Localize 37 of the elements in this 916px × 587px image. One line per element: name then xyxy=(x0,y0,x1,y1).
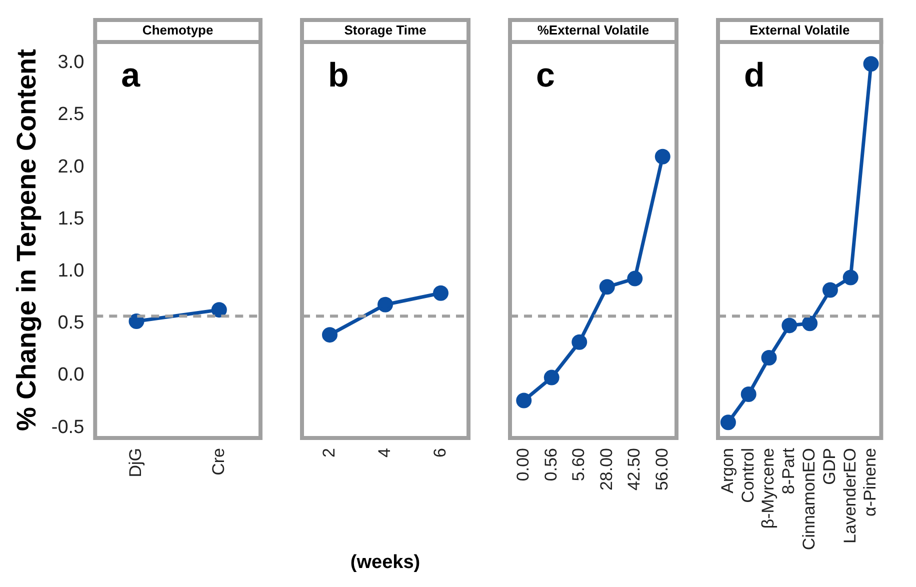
x-tick-label: 42.50 xyxy=(624,448,644,491)
annotation: a xyxy=(121,56,142,94)
chart-title: External Volatile xyxy=(750,22,850,38)
x-axis-title: (weeks) xyxy=(350,552,420,573)
x-tick-label: 2 xyxy=(319,448,338,458)
x-tick-label: β-Myrcene xyxy=(758,448,778,529)
y-tick-label: 3.0 xyxy=(58,52,84,74)
chart-title: Chemotype xyxy=(142,22,214,38)
y-tick-label: 0.0 xyxy=(58,364,84,386)
x-tick-label: 4 xyxy=(374,448,394,458)
x-tick-label: GDP xyxy=(820,448,839,485)
x-tick-label: 28.00 xyxy=(596,448,616,491)
x-tick-label: Cre xyxy=(208,448,228,476)
y-axis-title: % Change in Terpene Content xyxy=(12,48,42,432)
y-tick-label: 1.0 xyxy=(58,260,84,282)
y-tick-label: -0.5 xyxy=(51,416,84,438)
x-tick-label: 6 xyxy=(430,448,450,458)
x-tick-label: 5.60 xyxy=(569,448,588,482)
y-tick-label: 2.0 xyxy=(58,156,84,178)
x-tick-label: 0.00 xyxy=(514,448,533,482)
x-tick-label: LavenderEO xyxy=(840,448,860,544)
x-tick-label: CinnamonEO xyxy=(799,448,818,550)
x-tick-label: 8-Part xyxy=(779,448,798,494)
annotation: d xyxy=(744,56,765,94)
chart-title: Storage Time xyxy=(344,22,426,38)
y-tick-label: 1.5 xyxy=(58,208,84,230)
x-tick-label: Control xyxy=(738,448,758,503)
x-tick-label: DjG xyxy=(126,448,146,478)
x-tick-label: Argon xyxy=(718,448,737,494)
x-tick-label: 56.00 xyxy=(652,448,672,491)
y-tick-label: 2.5 xyxy=(58,104,84,126)
annotation: b xyxy=(328,56,349,94)
x-tick-label: α-Pinene xyxy=(860,448,880,516)
chart-title: %External Volatile xyxy=(537,22,650,38)
annotation: c xyxy=(536,56,555,94)
x-tick-label: 0.56 xyxy=(541,448,560,482)
y-tick-label: 0.5 xyxy=(58,312,84,334)
